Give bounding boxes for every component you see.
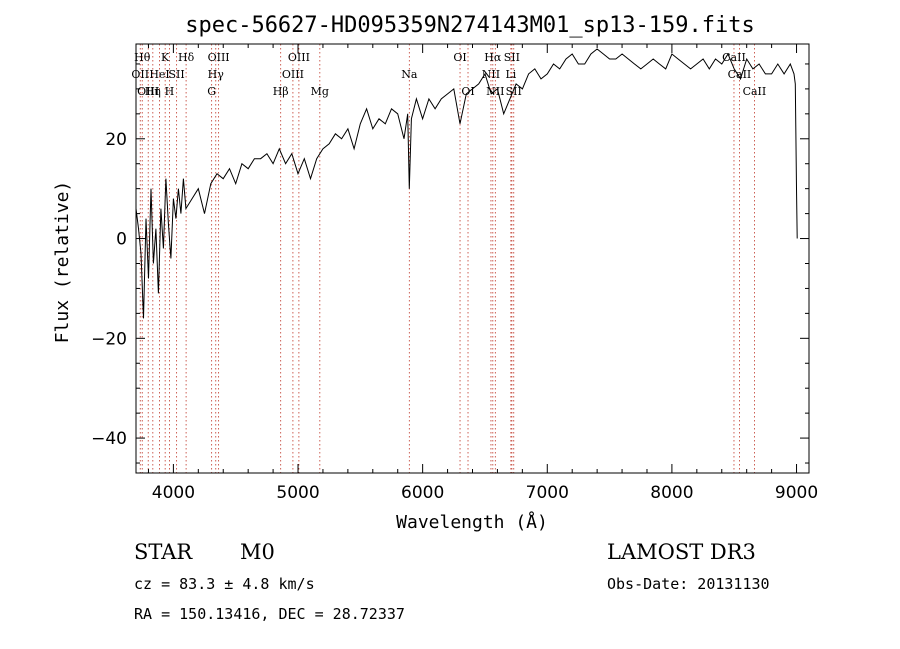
x-tick-label-2: 6000 xyxy=(401,483,444,503)
line-label-2: OIII xyxy=(137,85,159,98)
line-label-26: CaII xyxy=(728,68,752,81)
y-tick-label-2: 0 xyxy=(116,230,127,250)
y-axis-label: Flux (relative) xyxy=(52,181,73,344)
redshift-value: cz = 83.3 ± 4.8 km/s xyxy=(134,575,315,593)
line-label-17: OI xyxy=(453,51,466,64)
line-label-5: K xyxy=(161,51,170,64)
x-tick-label-4: 8000 xyxy=(650,483,693,503)
line-label-9: G xyxy=(207,85,216,98)
spectrum-series xyxy=(135,48,798,319)
x-tick-label-1: 5000 xyxy=(276,483,319,503)
line-label-18: OI xyxy=(461,85,474,98)
line-label-16: Na xyxy=(401,68,418,81)
line-label-21: NII xyxy=(486,85,504,98)
line-label-7: SII xyxy=(169,68,185,81)
survey-name: LAMOST DR3 xyxy=(607,540,756,564)
y-tick-label-1: −20 xyxy=(91,329,127,349)
plot-frame xyxy=(135,43,810,474)
line-label-23: SII xyxy=(504,51,520,64)
line-label-10: Hγ xyxy=(208,68,225,81)
spectral-line-labels: OIIHθOIIIHηHeIKHSIIHδGHγOIIIHβOIIIOIIIMg… xyxy=(131,51,766,98)
y-tick-label-0: −40 xyxy=(91,429,127,449)
line-label-20: Hα xyxy=(484,51,502,64)
axis-ticks xyxy=(136,44,809,473)
observation-date: Obs-Date: 20131130 xyxy=(607,575,770,593)
line-label-14: OIII xyxy=(288,51,310,64)
line-label-24: SII xyxy=(506,85,522,98)
line-label-15: Mg xyxy=(311,85,329,98)
line-label-22: Li xyxy=(505,68,516,81)
spectral-line-markers xyxy=(139,44,755,473)
spectral-subclass: M0 xyxy=(240,540,275,564)
line-label-3: Hη xyxy=(145,85,161,98)
line-label-1: Hθ xyxy=(134,51,151,64)
line-label-12: Hβ xyxy=(273,85,289,98)
axis-tick-labels: 4000 5000 6000 7000 8000 9000 −40 −20 0 20 xyxy=(91,130,818,503)
line-label-27: CaII xyxy=(743,85,767,98)
line-label-11: OIII xyxy=(208,51,230,64)
x-axis-label: Wavelength (Å) xyxy=(396,511,548,533)
x-tick-label-5: 9000 xyxy=(775,483,818,503)
line-label-13: OIII xyxy=(282,68,304,81)
y-tick-label-3: 20 xyxy=(105,130,127,150)
x-tick-label-3: 7000 xyxy=(526,483,569,503)
line-label-6: H xyxy=(165,85,175,98)
line-label-4: HeI xyxy=(149,68,169,81)
line-label-0: OII xyxy=(131,68,149,81)
chart-title: spec-56627-HD095359N274143M01_sp13-159.f… xyxy=(185,13,755,38)
object-class: STAR xyxy=(134,540,193,564)
coordinates: RA = 150.13416, DEC = 28.72337 xyxy=(134,605,405,623)
x-tick-label-0: 4000 xyxy=(152,483,195,503)
spectrum-line-0 xyxy=(135,48,798,319)
line-label-8: Hδ xyxy=(178,51,195,64)
